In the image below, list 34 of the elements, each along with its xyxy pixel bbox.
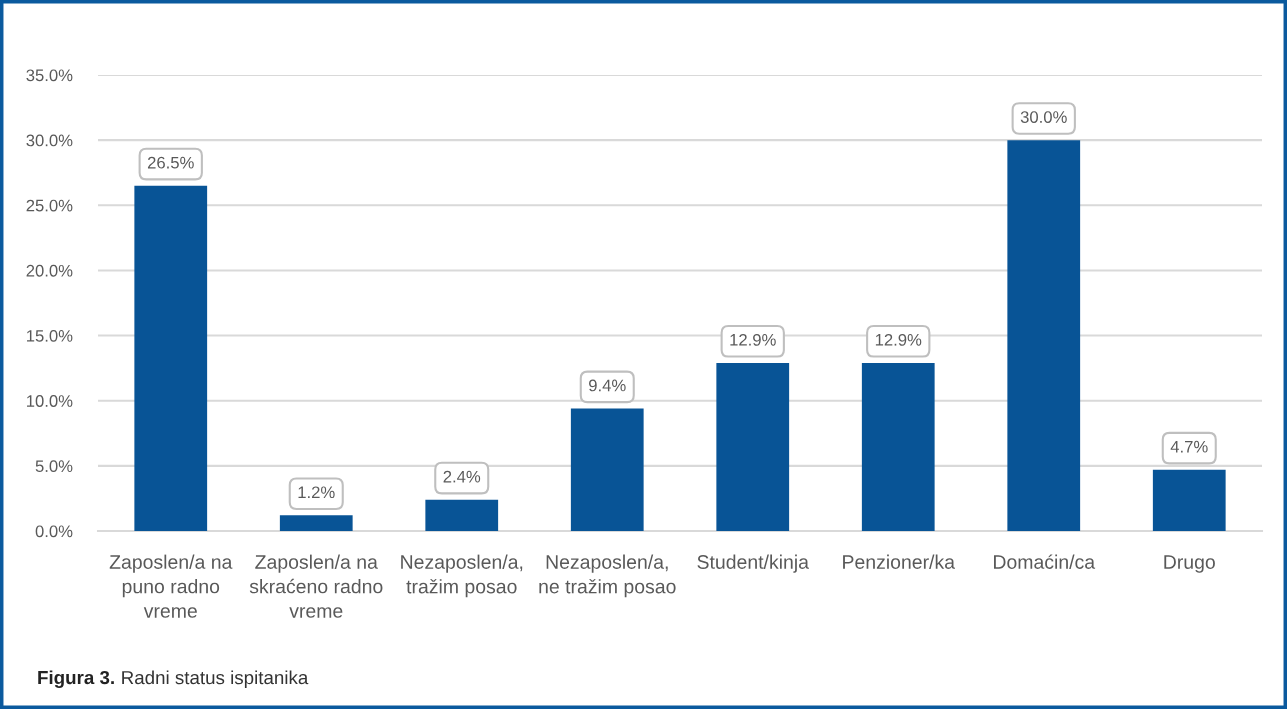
x-tick-label: Drugo	[1164, 555, 1215, 573]
y-tick-label: 5.0%	[35, 460, 73, 473]
x-tick-label: Nezaposlen/a, tražim posao	[401, 554, 523, 598]
data-label: 12.9%	[875, 333, 922, 346]
y-tick-label: 35.0%	[26, 69, 73, 82]
bar	[716, 362, 790, 531]
y-tick-label: 30.0%	[26, 134, 73, 147]
text: Figura 3.	[38, 670, 114, 688]
bar	[861, 362, 935, 531]
y-tick-label: 15.0%	[27, 329, 73, 342]
data-label: 12.9%	[730, 333, 776, 346]
bar	[570, 408, 644, 531]
x-tick-label: Zaposlen/a na puno radno vreme	[109, 554, 233, 618]
x-tick-label: Nezaposlen/a, ne tražim posao	[539, 554, 676, 598]
data-label: 2.4%	[443, 470, 481, 483]
x-tick-label: Zaposlen/a na skraćeno radno vreme	[249, 554, 383, 618]
data-label: 9.4%	[589, 379, 626, 392]
data-label: 30.0%	[1020, 111, 1067, 123]
bar	[134, 185, 208, 531]
y-tick-label: 0.0%	[35, 525, 73, 538]
y-tick-label: 10.0%	[27, 395, 73, 407]
x-tick-label: Penzioner/ka	[843, 554, 955, 569]
y-tick-label: 25.0%	[26, 199, 73, 212]
bar	[1007, 140, 1081, 531]
data-label: 1.2%	[298, 486, 335, 499]
x-tick-label: Student/kinja	[697, 554, 809, 573]
bar	[279, 515, 353, 531]
data-label: 26.5%	[147, 156, 194, 169]
text: Radni status ispitanika	[122, 670, 309, 688]
bar	[1152, 469, 1226, 531]
y-tick-label: 20.0%	[26, 264, 73, 277]
x-tick-label: Domaćin/ca	[994, 554, 1096, 569]
data-label: 4.7%	[1170, 440, 1208, 453]
bar	[425, 499, 499, 531]
